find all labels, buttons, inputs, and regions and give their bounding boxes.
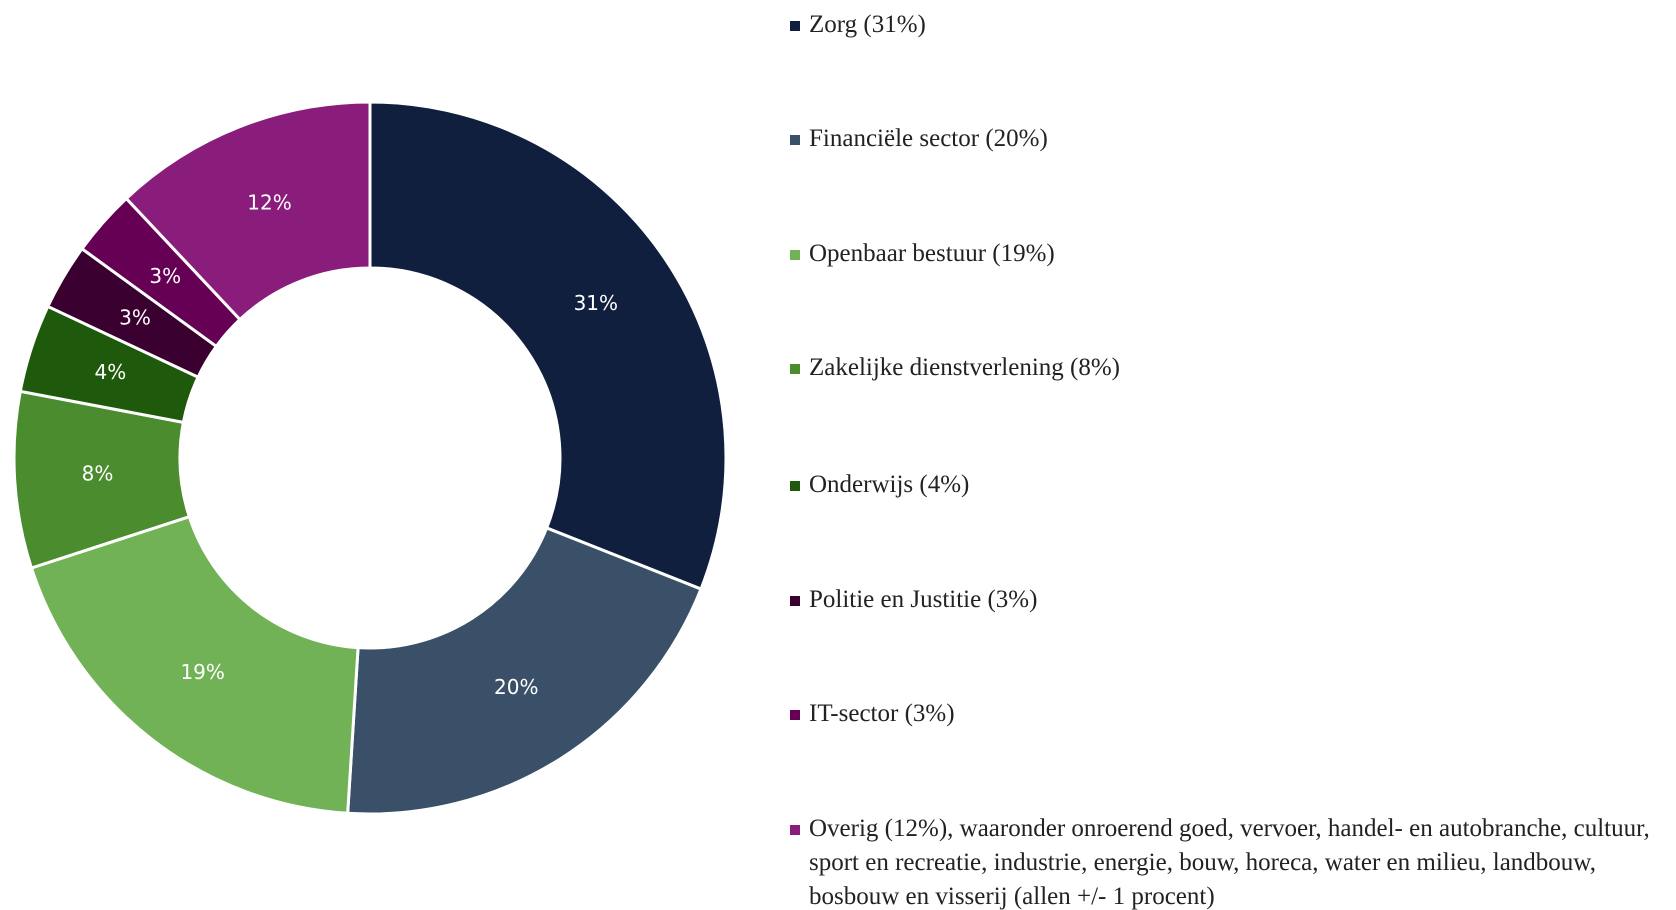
- slice: [29, 514, 360, 815]
- legend-label: Zakelijke dienstverlening (8%): [809, 354, 1120, 381]
- legend-label: Openbaar bestuur (19%): [809, 240, 1055, 267]
- slice-label: 20%: [494, 675, 538, 699]
- legend-item: Financiële sector (20%): [790, 122, 1670, 156]
- slice-label: 31%: [574, 291, 618, 315]
- legend-label: Onderwijs (4%): [809, 471, 970, 498]
- legend-swatch: [790, 364, 800, 374]
- legend-swatch: [790, 596, 800, 606]
- legend-item: Politie en Justitie (3%): [790, 583, 1670, 617]
- legend-swatch: [790, 825, 800, 835]
- legend-label: Zorg (31%): [809, 11, 926, 38]
- legend-swatch: [790, 481, 800, 491]
- legend-item: Onderwijs (4%): [790, 468, 1670, 502]
- legend-item: Openbaar bestuur (19%): [790, 237, 1670, 271]
- legend-label: Overig (12%), waaronder onroerend goed, …: [809, 815, 1650, 910]
- slice: [124, 100, 372, 322]
- slice-label: 19%: [180, 660, 224, 684]
- legend-label: Politie en Justitie (3%): [809, 586, 1038, 613]
- donut-chart: 31% 20% 19% 8% 4% 3% 3% 12%: [12, 100, 728, 816]
- slice-label: 8%: [82, 462, 114, 486]
- legend-swatch: [790, 250, 800, 260]
- legend-label: Financiële sector (20%): [809, 125, 1048, 152]
- legend-item: IT-sector (3%): [790, 697, 1670, 731]
- legend-swatch: [790, 21, 800, 31]
- legend-label: IT-sector (3%): [809, 700, 955, 727]
- legend-item: Overig (12%), waaronder onroerend goed, …: [790, 812, 1670, 910]
- slice-label: 4%: [94, 360, 126, 384]
- slice: [368, 100, 728, 591]
- legend-item: Zorg (31%): [790, 8, 1670, 42]
- legend-item: Zakelijke dienstverlening (8%): [790, 351, 1670, 385]
- legend-swatch: [790, 710, 800, 720]
- legend-swatch: [790, 135, 800, 145]
- slice: [346, 525, 703, 816]
- slice-label: 12%: [247, 191, 291, 215]
- slice-label: 3%: [119, 306, 151, 330]
- slice-label: 3%: [149, 264, 181, 288]
